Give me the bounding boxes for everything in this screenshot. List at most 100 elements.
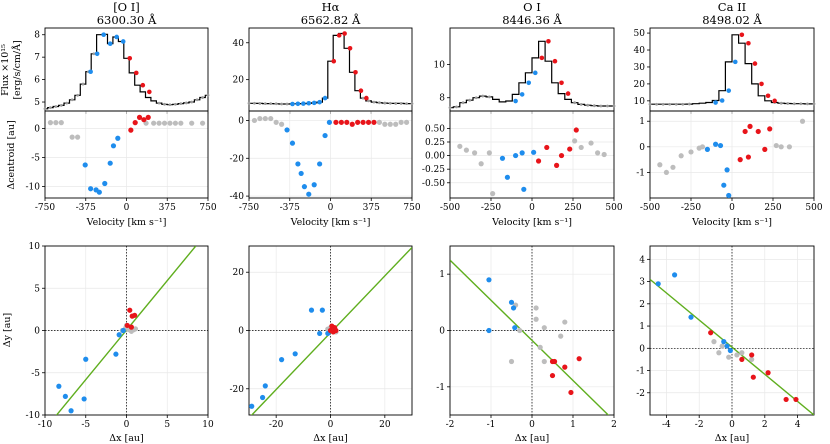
flux-sample-point: [674, 102, 678, 106]
x-tick-label: -500: [640, 203, 660, 213]
grey-centroid-point: [572, 138, 578, 144]
x-tick-label: -375: [280, 203, 300, 213]
flux-profile-step: [249, 32, 412, 105]
dx-xlabel: Δx [au]: [109, 433, 143, 444]
grey-centroid-point: [472, 150, 478, 156]
grey-astrometry-point: [558, 333, 564, 339]
flux-sample-point: [201, 96, 204, 99]
y-tick-label: -10: [26, 182, 41, 192]
velocity-xlabel: Velocity [km s⁻¹]: [491, 217, 572, 228]
blue-flux-point: [290, 101, 295, 107]
red-flux-point: [147, 89, 152, 95]
flux-sample-point: [378, 101, 381, 105]
blue-flux-point: [719, 98, 725, 103]
y-tick-label: -20: [230, 385, 245, 395]
blue-centroid-point: [521, 186, 527, 192]
grey-centroid-point: [799, 118, 806, 124]
red-astrometry-point: [333, 327, 339, 334]
flux-sample-point: [461, 101, 465, 105]
x-tick-label: 0: [729, 420, 735, 430]
red-centroid-point: [573, 127, 579, 133]
blue-flux-point: [94, 51, 100, 57]
red-flux-point: [347, 45, 353, 51]
flux-sample-point: [383, 101, 387, 105]
blue-centroid-point: [326, 119, 333, 125]
blue-centroid-point: [295, 161, 301, 167]
grey-centroid-point: [58, 120, 64, 126]
x-tick-label: -5: [81, 420, 90, 430]
grey-centroid-point: [478, 161, 484, 167]
blue-flux-point: [107, 41, 113, 47]
red-centroid-point: [554, 162, 560, 168]
red-centroid-point: [141, 117, 147, 123]
y-tick-label: -10: [26, 411, 41, 421]
x-tick-label: 1: [570, 420, 576, 430]
blue-astrometry-point: [721, 339, 727, 345]
y-tick-label: -5: [31, 369, 40, 379]
grey-centroid-point: [69, 134, 75, 140]
flux-sample-point: [668, 102, 672, 106]
flux-sample-point: [448, 106, 452, 110]
x-tick-label: 0: [328, 203, 334, 213]
blue-astrometry-point: [655, 281, 661, 287]
grey-centroid-point: [393, 121, 399, 127]
flux-sample-point: [655, 102, 658, 106]
blue-astrometry-point: [724, 343, 730, 349]
grey-centroid-point: [172, 120, 178, 126]
flux-profile-step: [45, 33, 208, 110]
y-tick-label: -0.50: [422, 179, 445, 189]
x-tick-label: -20: [269, 420, 284, 430]
dy-ylabel: Δy [au]: [2, 313, 13, 347]
red-astrometry-point: [562, 364, 568, 370]
flux-sample-point: [812, 102, 816, 106]
red-centroid-point: [742, 128, 748, 135]
flux-profile-step: [450, 40, 614, 109]
grey-astrometry-point: [726, 354, 732, 360]
flux-sample-point: [195, 98, 199, 102]
flux-sample-point: [799, 102, 803, 106]
red-centroid-point: [333, 119, 339, 125]
red-astrometry-point: [551, 358, 558, 365]
grey-centroid-point: [189, 120, 195, 126]
red-astrometry-point: [549, 372, 556, 379]
y-tick-label: -40: [230, 192, 245, 202]
flux-sample-point: [274, 102, 278, 106]
blue-flux-point: [513, 98, 518, 104]
y-tick-label: 0: [34, 124, 40, 134]
panel-title-wavelength: 8446.36 Å: [502, 13, 562, 27]
blue-centroid-point: [107, 160, 113, 166]
flux-sample-point: [481, 94, 485, 98]
blue-astrometry-point: [292, 351, 298, 357]
blue-centroid-point: [102, 180, 108, 187]
grey-centroid-point: [403, 119, 410, 125]
red-astrometry-point: [739, 356, 745, 363]
panel-title-line: O I: [523, 0, 541, 14]
y-tick-label: 10: [634, 97, 646, 107]
x-tick-label: 10: [202, 420, 214, 430]
y-tick-label: 0: [439, 327, 445, 337]
x-tick-label: -500: [440, 203, 460, 213]
flux-sample-point: [388, 101, 392, 105]
y-tick-label: 40: [634, 46, 646, 56]
blue-centroid-point: [311, 182, 317, 188]
blue-astrometry-point: [259, 394, 266, 401]
panel-title-line: [O I]: [113, 0, 140, 14]
panel-title-line: Hα: [322, 0, 340, 14]
x-tick-label: -2: [695, 420, 704, 430]
y-tick-label: 1: [639, 322, 645, 332]
blue-astrometry-point: [319, 307, 325, 313]
x-tick-label: 250: [564, 203, 581, 213]
panel-title-line: Ca II: [718, 0, 746, 14]
red-flux-point: [559, 80, 564, 86]
blue-astrometry-point: [81, 396, 87, 402]
flux-sample-point: [687, 102, 691, 106]
blue-flux-point: [114, 34, 120, 40]
grey-centroid-point: [376, 119, 382, 125]
red-flux-point: [364, 95, 369, 101]
grey-centroid-point: [199, 120, 206, 126]
grey-centroid-point: [601, 151, 607, 158]
blue-flux-point: [88, 69, 93, 75]
grey-centroid-point: [156, 120, 162, 126]
grey-astrometry-point: [537, 344, 543, 350]
